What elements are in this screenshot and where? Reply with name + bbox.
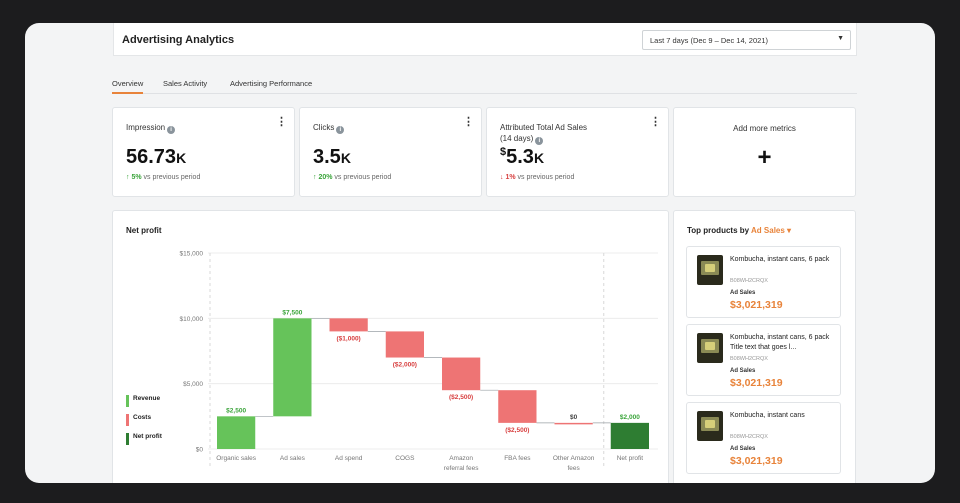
product-sku: B08WH2CRQX	[730, 434, 768, 440]
product-sku: B08WH2CRQX	[730, 278, 768, 284]
arrow-down-icon: ↓	[500, 174, 504, 181]
metric-selector[interactable]: Ad Sales ▾	[751, 226, 792, 235]
add-metrics-card[interactable]: Add more metrics +	[673, 107, 856, 197]
legend-swatch	[126, 414, 129, 426]
date-range-select[interactable]: Last 7 days (Dec 9 – Dec 14, 2021) ▼	[642, 30, 851, 50]
x-tick-label: fees	[567, 465, 580, 472]
plus-icon[interactable]: +	[757, 144, 772, 171]
bar-ad-spend	[329, 318, 368, 332]
net-profit-card: Net profit $0 $5,000 $10,000 $15,000 $2,500 O…	[112, 210, 669, 483]
bar-organic-sales	[217, 416, 256, 449]
metric-label: Clicks i	[313, 122, 345, 134]
data-label: ($2,500)	[505, 427, 529, 434]
more-options-icon[interactable]: ⋮	[276, 116, 287, 128]
info-icon[interactable]: i	[535, 137, 544, 145]
y-tick-label: $5,000	[183, 381, 203, 388]
y-tick-label: $0	[196, 447, 204, 454]
x-tick-label: referral fees	[444, 465, 479, 472]
data-label: $7,500	[282, 309, 302, 316]
arrow-up-icon: ↑	[126, 174, 130, 181]
product-metric-value: $3,021,319	[730, 299, 783, 311]
metric-change: ↑ 20% vs previous period	[313, 174, 392, 181]
arrow-up-icon: ↑	[313, 174, 317, 181]
metric-label: Impression i	[126, 122, 176, 134]
legend-swatch	[126, 433, 129, 445]
x-tick-label: Amazon	[449, 455, 473, 462]
product-card[interactable]: Kombucha, instant cans B08WH2CRQX Ad Sal…	[686, 402, 841, 474]
product-card[interactable]: Kombucha, instant cans, 6 pack B08WH2CRQ…	[686, 246, 841, 318]
x-tick-label: Ad spend	[335, 455, 363, 462]
product-sku: B08WH2CRQX	[730, 356, 768, 362]
top-products-card: Top products by Ad Sales ▾ Kombucha, ins…	[673, 210, 856, 483]
date-range-value: Last 7 days (Dec 9 – Dec 14, 2021)	[650, 36, 768, 45]
data-label: $0	[570, 414, 578, 421]
data-label: $2,500	[226, 407, 246, 414]
product-image	[697, 333, 723, 363]
more-options-icon[interactable]: ⋮	[463, 116, 474, 128]
x-tick-label: Net profit	[617, 455, 644, 462]
data-label: ($2,000)	[393, 362, 417, 369]
product-metric-value: $3,021,319	[730, 377, 783, 389]
info-icon[interactable]: i	[167, 126, 176, 134]
x-tick-label: Ad sales	[280, 455, 306, 462]
product-name: Kombucha, instant cans, 6 pack	[730, 256, 830, 263]
product-metric-label: Ad Sales	[730, 368, 756, 374]
metric-value: 56.73K	[126, 146, 187, 168]
tab-sales-activity[interactable]: Sales Activity	[163, 79, 208, 88]
product-card[interactable]: Kombucha, instant cans, 6 pack Title tex…	[686, 324, 841, 396]
tab-overview[interactable]: Overview	[112, 79, 144, 94]
info-icon[interactable]: i	[336, 126, 345, 134]
bar-cogs	[385, 331, 424, 358]
legend-label: Net profit	[133, 433, 162, 440]
data-label: ($1,000)	[337, 335, 361, 342]
product-image	[697, 411, 723, 441]
bar-fba-fees	[498, 390, 537, 423]
bar-amazon-referral-fees	[442, 357, 481, 391]
caret-down-icon: ▾	[787, 226, 792, 235]
y-tick-label: $15,000	[180, 251, 204, 258]
chart-title: Net profit	[126, 226, 162, 235]
metric-label: Attributed Total Ad Sales (14 days) i	[500, 123, 588, 145]
header-bar: Advertising Analytics Last 7 days (Dec 9…	[113, 23, 857, 56]
legend-label: Costs	[133, 414, 152, 421]
x-tick-label: FBA fees	[504, 455, 531, 462]
waterfall-chart: $0 $5,000 $10,000 $15,000 $2,500 Organic sale…	[180, 251, 658, 472]
product-name: Kombucha, instant cans	[730, 412, 805, 419]
tab-bar: Overview Sales Activity Advertising Perf…	[112, 78, 857, 94]
top-products-title: Top products by Ad Sales ▾	[687, 226, 792, 235]
legend-item-net: Net profit	[126, 433, 162, 445]
metric-change: ↑ 5% vs previous period	[126, 174, 201, 181]
product-metric-label: Ad Sales	[730, 446, 756, 452]
legend-item-revenue: Revenue	[126, 395, 160, 407]
metric-card-attributed-ad-sales: Attributed Total Ad Sales (14 days) i ⋮ $5…	[486, 107, 669, 197]
x-tick-label: Organic sales	[216, 455, 256, 462]
legend-label: Revenue	[133, 395, 161, 402]
caret-down-icon: ▼	[837, 35, 844, 42]
legend-swatch	[126, 395, 129, 407]
more-options-icon[interactable]: ⋮	[650, 116, 661, 128]
product-metric-label: Ad Sales	[730, 290, 756, 296]
product-image	[697, 255, 723, 285]
metric-card-clicks: Clicks i ⋮ 3.5K ↑ 20% vs previous period	[299, 107, 482, 197]
bar-ad-sales	[273, 318, 312, 417]
metric-card-impression: Impression i ⋮ 56.73K ↑ 5% vs previous pe…	[112, 107, 295, 197]
add-metrics-label: Add more metrics	[733, 124, 796, 133]
product-name: Kombucha, instant cans, 6 pack Title tex…	[730, 334, 830, 351]
bar-other-amazon-fees	[554, 422, 593, 425]
tab-advertising-performance[interactable]: Advertising Performance	[230, 79, 313, 88]
bar-net-profit	[610, 422, 649, 449]
x-tick-label: COGS	[395, 455, 415, 462]
metric-change: ↓ 1% vs previous period	[500, 174, 575, 181]
product-metric-value: $3,021,319	[730, 455, 783, 467]
x-tick-label: Other Amazon	[553, 455, 595, 462]
page-title: Advertising Analytics	[122, 34, 235, 46]
metric-value: 3.5K	[313, 146, 351, 168]
y-tick-label: $10,000	[180, 316, 204, 323]
metric-value: $5.3K	[500, 146, 545, 168]
app-window: Advertising Analytics Last 7 days (Dec 9…	[25, 23, 935, 483]
data-label: $2,000	[620, 414, 640, 421]
legend-item-cost: Costs	[126, 414, 151, 426]
data-label: ($2,500)	[449, 394, 473, 401]
